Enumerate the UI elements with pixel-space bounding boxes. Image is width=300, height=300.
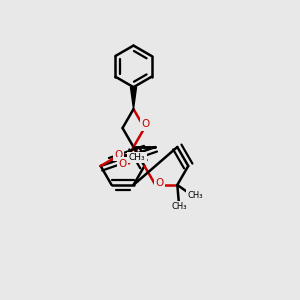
Polygon shape bbox=[130, 87, 136, 109]
Text: O: O bbox=[156, 178, 164, 188]
Text: CH₃: CH₃ bbox=[187, 191, 203, 200]
Text: O: O bbox=[142, 119, 150, 129]
Text: CH₃: CH₃ bbox=[171, 202, 187, 211]
Text: CH₃: CH₃ bbox=[129, 153, 145, 162]
Text: O: O bbox=[118, 159, 126, 169]
Text: O: O bbox=[114, 150, 122, 160]
